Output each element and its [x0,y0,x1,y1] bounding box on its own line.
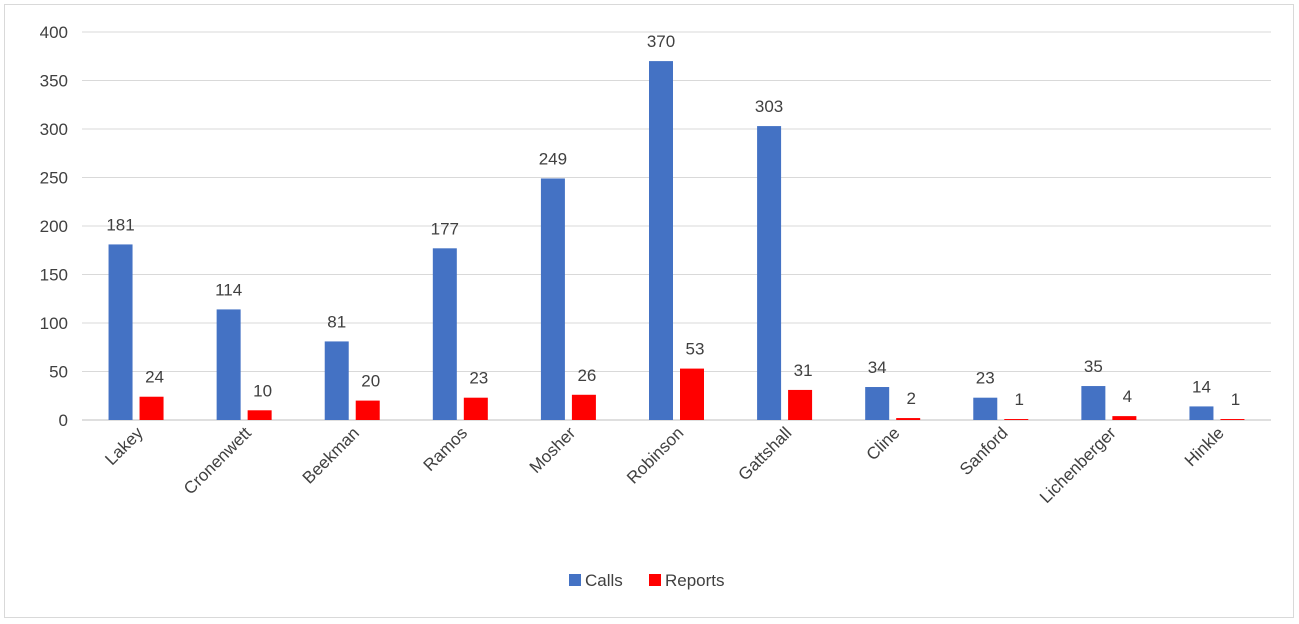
bar-reports [571,394,596,420]
bar-reports [1112,416,1137,420]
x-tick-label: Ramos [420,423,472,475]
y-axis-ticks: 0 50 100 150 200 250 300 350 400 [40,23,68,430]
data-label-calls: 303 [755,97,783,116]
x-tick-label: Cline [863,423,904,464]
y-tick-label: 100 [40,314,68,333]
legend-swatch-calls [569,574,581,586]
x-axis-ticks: Lakey Cronenwett Beekman Ramos Mosher Robinso… [101,423,1227,507]
data-label-calls: 34 [868,358,887,377]
legend-swatch-reports [649,574,661,586]
data-label-reports: 1 [1015,390,1024,409]
y-tick-label: 200 [40,217,68,236]
bar-reports [1004,419,1029,420]
data-label-reports: 24 [145,368,164,387]
bar-calls [432,248,457,420]
bar-reports [463,397,488,420]
x-tick-label: Robinson [623,423,687,487]
bar-calls [540,178,565,420]
x-tick-label: Cronenwett [180,423,255,498]
bar-calls [216,309,241,420]
bar-reports [355,400,380,420]
data-label-calls: 35 [1084,357,1103,376]
bar-calls [757,126,782,420]
data-label-reports: 20 [361,372,380,391]
bar-calls [649,61,673,420]
legend-label-reports: Reports [665,571,725,590]
bar-reports [247,410,272,420]
bar-reports [1220,419,1245,420]
x-tick-label: Lichenberger [1036,423,1120,507]
data-label-reports: 26 [577,366,596,385]
y-tick-label: 0 [59,411,68,430]
legend-label-calls: Calls [585,571,623,590]
x-tick-label: Beekman [299,423,363,487]
bar-calls [324,341,349,420]
y-tick-label: 400 [40,23,68,42]
bar-reports [896,418,921,420]
x-tick-label: Lakey [101,423,147,469]
data-label-calls: 370 [647,32,675,51]
data-label-reports: 4 [1123,387,1132,406]
data-label-reports: 23 [469,369,488,388]
x-tick-label: Hinkle [1181,423,1228,470]
y-tick-label: 300 [40,120,68,139]
gridlines [82,31,1271,421]
bar-calls [1081,386,1106,420]
data-label-reports: 53 [686,340,705,359]
bar-calls [865,387,890,420]
y-tick-label: 150 [40,266,68,285]
data-label-reports: 2 [906,389,915,408]
y-tick-label: 350 [40,72,68,91]
data-label-calls: 14 [1192,377,1211,396]
data-label-calls: 114 [215,280,242,299]
bar-reports [139,396,164,420]
data-label-calls: 249 [539,149,567,168]
bar-calls [973,397,998,420]
data-label-calls: 23 [976,369,995,388]
data-label-calls: 81 [327,312,346,331]
bar-reports [680,368,704,420]
data-label-reports: 31 [794,361,813,380]
y-tick-label: 250 [40,169,68,188]
data-label-calls: 181 [106,215,134,234]
x-tick-label: Mosher [526,423,580,477]
data-label-reports: 10 [253,381,272,400]
bar-reports [788,389,813,420]
data-label-reports: 1 [1231,390,1240,409]
bar-calls [108,244,133,420]
x-tick-label: Gattshall [735,423,796,484]
y-tick-label: 50 [49,363,68,382]
bars [108,61,1245,420]
data-label-calls: 177 [431,219,459,238]
legend: Calls Reports [569,571,725,590]
x-tick-label: Sanford [956,423,1012,479]
bar-calls [1189,406,1214,420]
